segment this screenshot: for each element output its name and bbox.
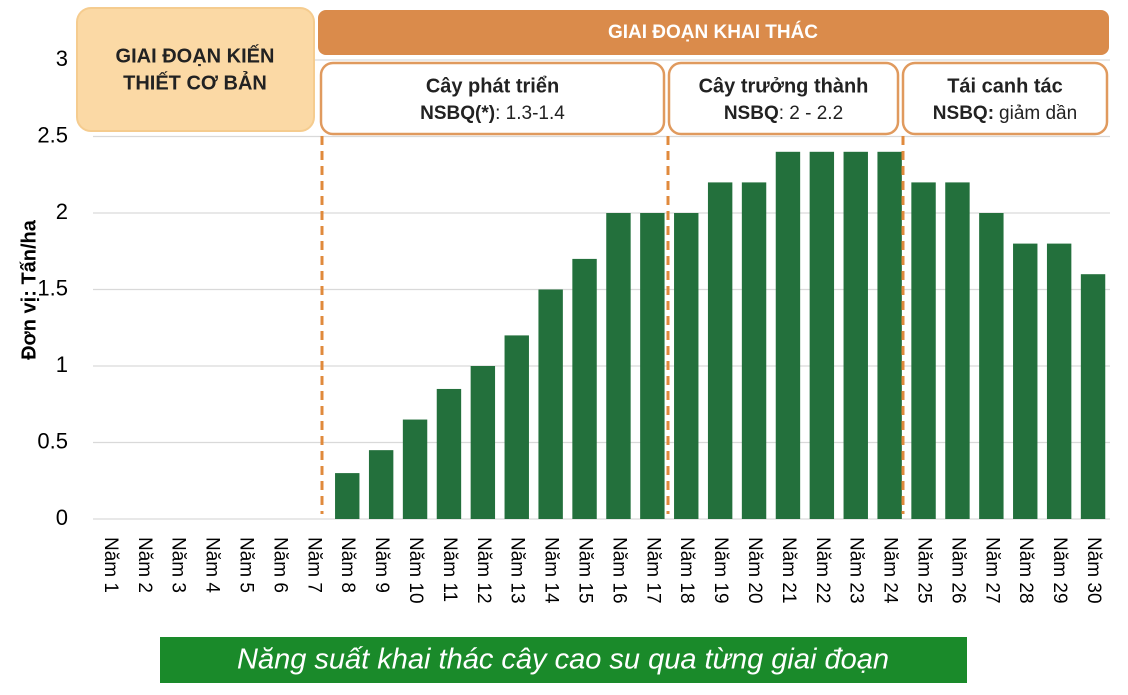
bar bbox=[1046, 243, 1072, 519]
bar bbox=[538, 289, 563, 519]
x-tick-label: Năm 16 bbox=[608, 537, 629, 604]
bar bbox=[572, 258, 597, 519]
sub-phase-yield-value: : 1.3-1.4 bbox=[495, 103, 565, 124]
x-tick-label: Năm 10 bbox=[405, 537, 426, 604]
x-tick-label: Năm 8 bbox=[337, 537, 358, 593]
sub-phase-yield-value: : 2 - 2.2 bbox=[779, 103, 843, 124]
bar bbox=[809, 151, 835, 520]
bar bbox=[843, 151, 868, 520]
sub-phase-title: Cây trưởng thành bbox=[699, 75, 869, 97]
bar bbox=[1013, 243, 1038, 519]
sub-phase-yield-label: NSBQ bbox=[724, 103, 779, 124]
x-tick-label: Năm 14 bbox=[541, 537, 562, 604]
x-tick-label: Năm 6 bbox=[269, 537, 290, 593]
bar bbox=[436, 388, 462, 519]
x-tick-label: Năm 25 bbox=[914, 537, 935, 604]
y-tick-label: 0 bbox=[56, 505, 68, 530]
caption: Năng suất khai thác cây cao su qua từng … bbox=[237, 644, 889, 676]
x-tick-label: Năm 1 bbox=[100, 537, 121, 593]
bar bbox=[470, 366, 496, 519]
x-tick-label: Năm 12 bbox=[473, 537, 494, 604]
y-tick-label: 2.5 bbox=[37, 122, 68, 147]
x-tick-label: Năm 2 bbox=[134, 537, 155, 593]
x-tick-label: Năm 28 bbox=[1015, 537, 1036, 604]
bar bbox=[1080, 274, 1106, 519]
y-tick-label: 1.5 bbox=[37, 275, 68, 300]
x-tick-label: Năm 21 bbox=[778, 537, 799, 604]
bar bbox=[911, 182, 936, 519]
x-tick-label: Năm 15 bbox=[575, 537, 596, 604]
bar bbox=[368, 450, 394, 519]
bar bbox=[877, 151, 902, 520]
sub-phase-yield-label: NSBQ(*) bbox=[420, 103, 495, 124]
x-tick-label: Năm 29 bbox=[1049, 537, 1070, 604]
x-tick-label: Năm 7 bbox=[303, 537, 324, 593]
x-tick-label: Năm 27 bbox=[981, 537, 1002, 604]
sub-phase-yield: NSBQ: 2 - 2.2 bbox=[724, 103, 843, 124]
exploitation-phase-header bbox=[318, 10, 1109, 55]
bar bbox=[775, 151, 801, 520]
y-tick-label: 2 bbox=[56, 199, 68, 224]
bar bbox=[707, 182, 733, 519]
x-tick-label: Năm 3 bbox=[168, 537, 189, 593]
x-tick-label: Năm 4 bbox=[202, 537, 223, 593]
bar bbox=[640, 213, 665, 519]
bar bbox=[979, 213, 1004, 519]
exploitation-phase-label: GIAI ĐOẠN KHAI THÁC bbox=[608, 21, 818, 43]
sub-phase-yield: NSBQ: giảm dần bbox=[933, 103, 1077, 124]
sub-phase-title: Cây phát triển bbox=[426, 75, 559, 97]
x-tick-label: Năm 26 bbox=[947, 537, 968, 604]
x-tick-label: Năm 13 bbox=[507, 537, 528, 604]
caption-box bbox=[160, 637, 967, 683]
x-tick-label: Năm 20 bbox=[744, 537, 765, 604]
y-tick-label: 1 bbox=[56, 352, 68, 377]
bar bbox=[335, 473, 360, 519]
x-tick-label: Năm 24 bbox=[880, 537, 901, 604]
construction-phase-label: GIAI ĐOẠN KIẾN bbox=[116, 44, 275, 67]
construction-phase-label: THIẾT CƠ BẢN bbox=[123, 71, 267, 94]
sub-phase-box bbox=[667, 61, 900, 136]
x-tick-label: Năm 17 bbox=[642, 537, 663, 604]
bar bbox=[606, 213, 631, 519]
sub-phase-yield: NSBQ(*): 1.3-1.4 bbox=[420, 103, 565, 124]
bar bbox=[402, 419, 428, 519]
bar bbox=[945, 182, 970, 519]
y-tick-label: 0.5 bbox=[37, 428, 68, 453]
bar bbox=[504, 335, 529, 519]
x-tick-label: Năm 19 bbox=[710, 537, 731, 604]
sub-phase-title: Tái canh tác bbox=[947, 75, 1063, 97]
x-tick-label: Năm 22 bbox=[812, 537, 833, 604]
x-tick-label: Năm 18 bbox=[676, 537, 697, 604]
x-tick-label: Năm 5 bbox=[236, 537, 257, 593]
bar bbox=[674, 213, 699, 519]
x-tick-label: Năm 23 bbox=[846, 537, 867, 604]
y-axis-label: Đơn vị: Tấn/ha bbox=[18, 219, 40, 360]
construction-phase-box bbox=[76, 7, 315, 132]
sub-phase-box bbox=[901, 61, 1109, 136]
bar bbox=[741, 182, 767, 519]
x-tick-label: Năm 11 bbox=[439, 537, 460, 602]
sub-phase-box bbox=[319, 61, 666, 136]
sub-phase-yield-label: NSBQ: bbox=[933, 103, 994, 124]
x-tick-label: Năm 30 bbox=[1083, 537, 1104, 604]
x-tick-label: Năm 9 bbox=[371, 537, 392, 593]
y-tick-label: 3 bbox=[56, 46, 68, 71]
sub-phase-yield-value: giảm dần bbox=[999, 103, 1077, 124]
